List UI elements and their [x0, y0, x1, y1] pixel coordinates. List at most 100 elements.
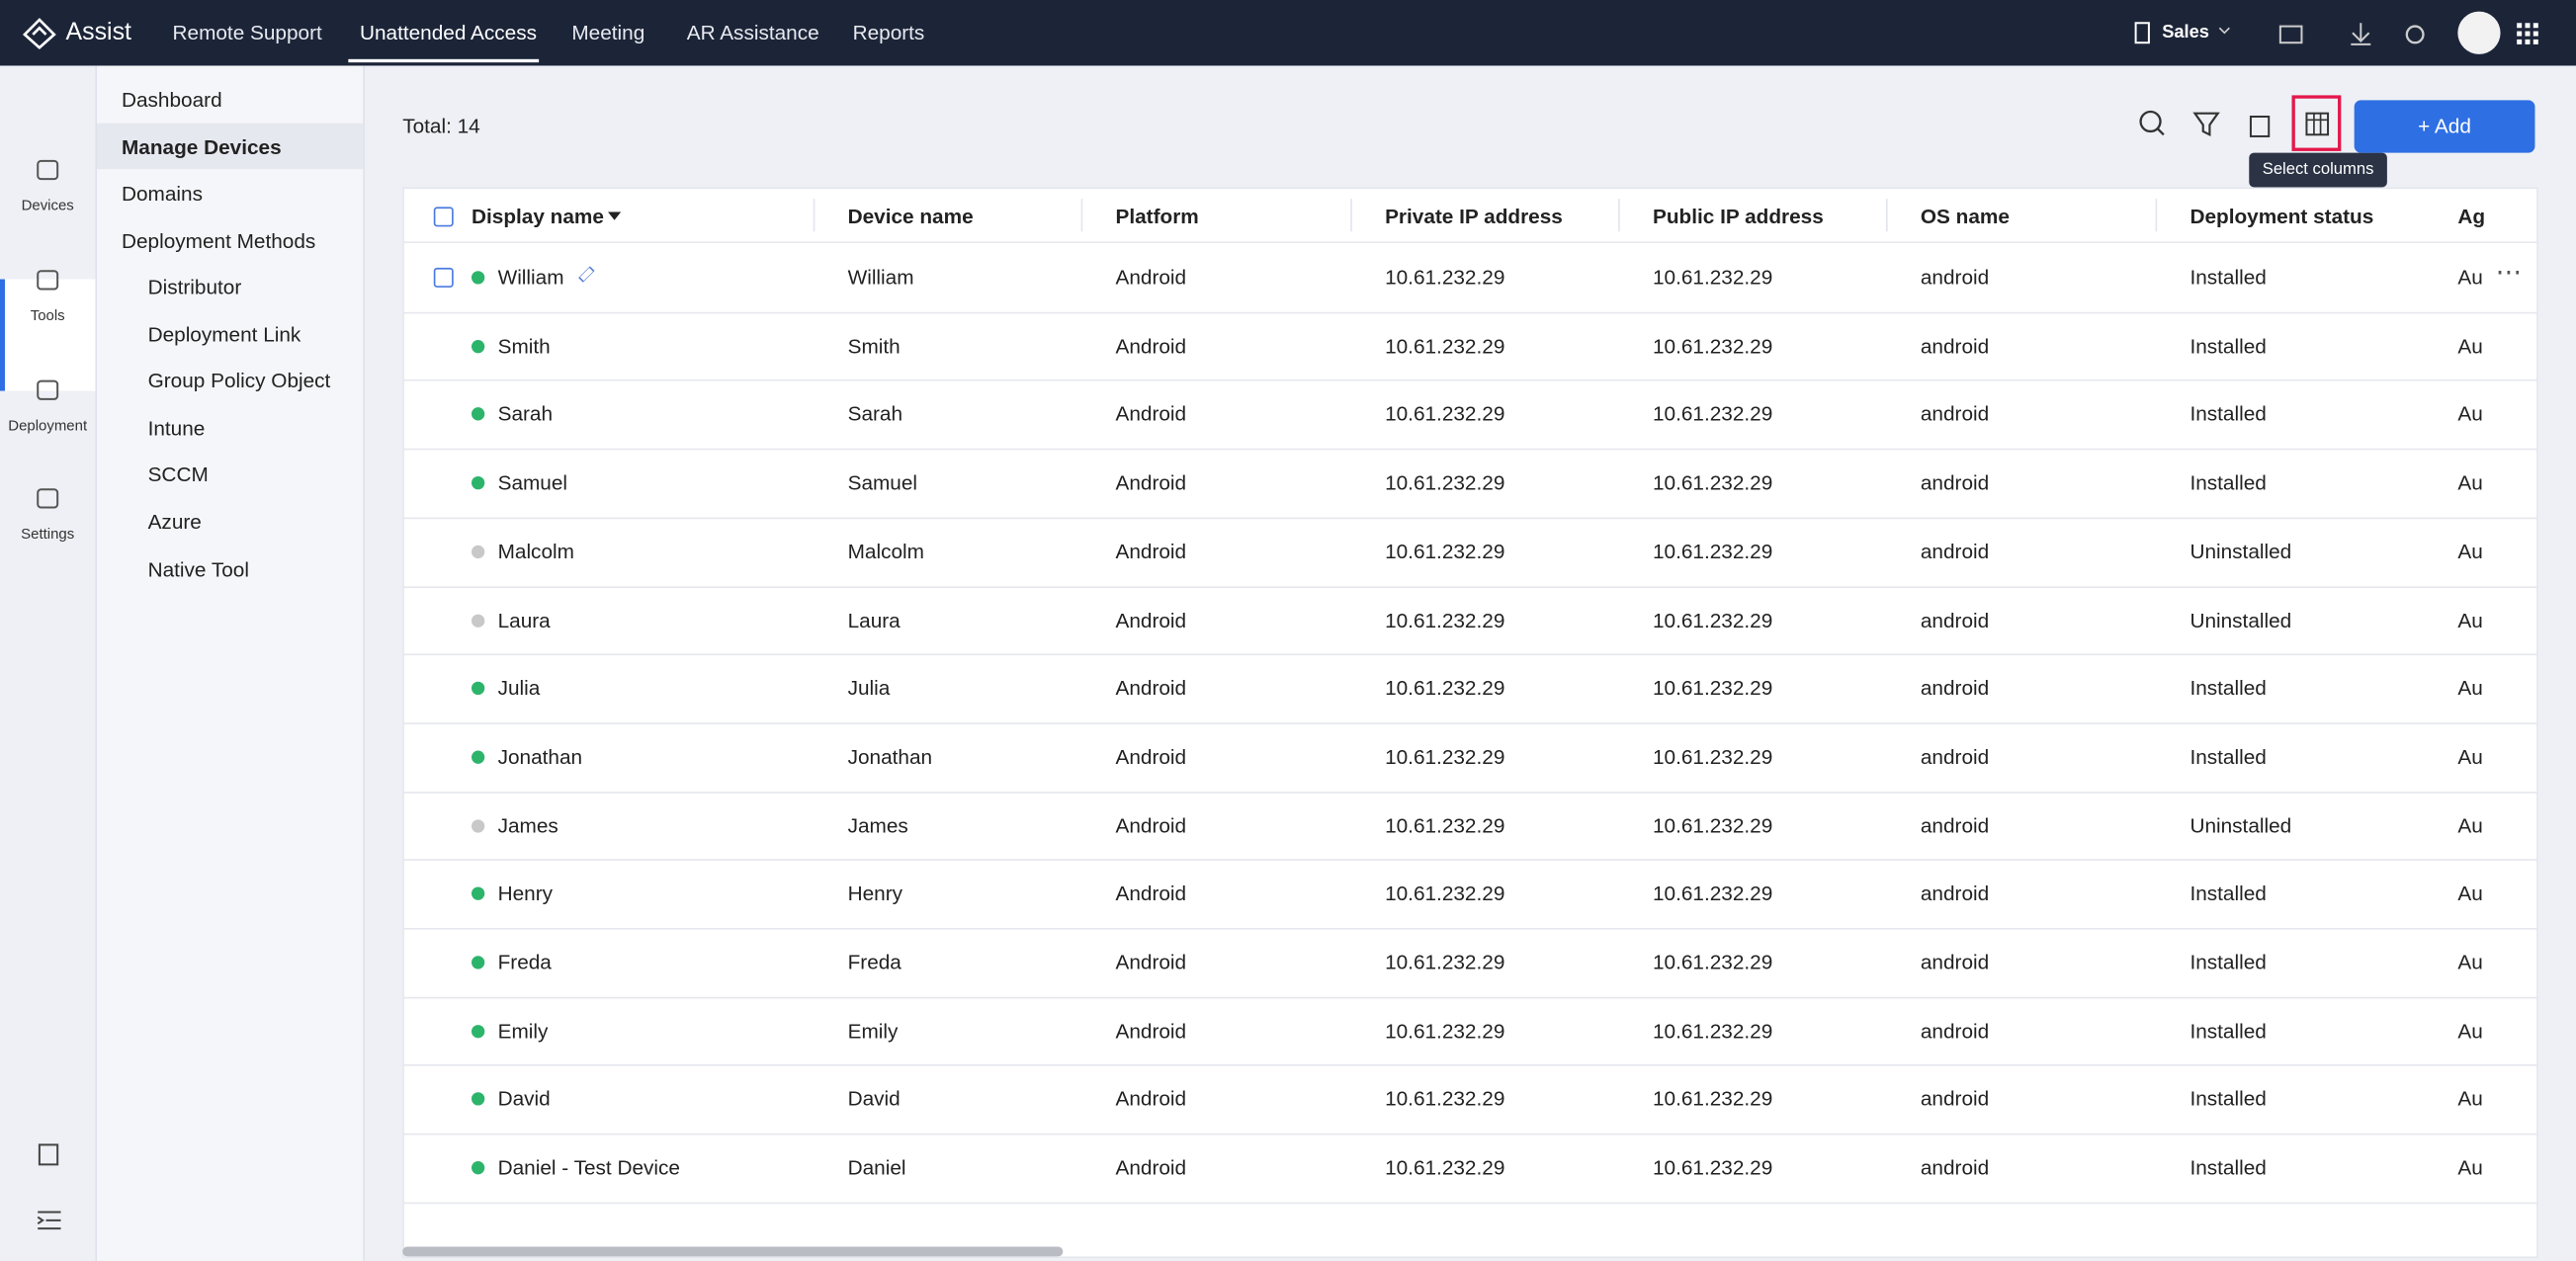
submenu-item[interactable]: Intune: [147, 416, 206, 441]
cell: Android: [1115, 882, 1187, 906]
sort-icon[interactable]: [607, 211, 622, 221]
row-line: [403, 311, 2537, 313]
menu-item[interactable]: Dashboard: [121, 88, 222, 113]
cell: Android: [1115, 608, 1187, 632]
nav-tab[interactable]: AR Assistance: [686, 21, 819, 44]
header-line: [403, 241, 2537, 243]
status-dot: [471, 1161, 485, 1175]
cell: 10.61.232.29: [1652, 402, 1773, 427]
cell: Malcolm: [497, 540, 574, 563]
cell: Jonathan: [497, 745, 583, 769]
cell: Au: [2457, 745, 2483, 769]
cell: 10.61.232.29: [1652, 882, 1773, 906]
cell: Henry: [497, 882, 554, 906]
collapse-icon[interactable]: [37, 1211, 63, 1230]
submenu-item[interactable]: Deployment Link: [147, 322, 301, 347]
toolbar-icons[interactable]: [2136, 109, 2350, 141]
cell: James: [847, 813, 908, 837]
cell: Android: [1115, 951, 1187, 974]
rail-label[interactable]: Devices: [21, 197, 74, 214]
cell: 10.61.232.29: [1385, 951, 1505, 974]
cell: Installed: [2190, 951, 2267, 974]
cell: Sarah: [847, 402, 903, 427]
column-header[interactable]: Display name: [471, 205, 604, 229]
cell: Au: [2457, 1087, 2483, 1112]
cell: Au: [2457, 402, 2483, 427]
table-row[interactable]: [403, 242, 2537, 311]
cell: Installed: [2190, 1019, 2267, 1043]
rail-active-bg: [4, 279, 96, 391]
cell: 10.61.232.29: [1385, 813, 1505, 837]
cell: 10.61.232.29: [1652, 1087, 1773, 1112]
active-tab-indicator: [348, 58, 540, 63]
rail-icon: [37, 159, 59, 181]
cell: Au: [2457, 1019, 2483, 1043]
cell: Julia: [497, 677, 541, 701]
rail-icon: [37, 379, 59, 400]
cell: 10.61.232.29: [1652, 540, 1773, 563]
cell: 10.61.232.29: [1385, 540, 1505, 563]
rail-label[interactable]: Settings: [21, 525, 75, 543]
rail-icon[interactable]: [37, 1141, 63, 1168]
cell: Installed: [2190, 677, 2267, 701]
nav-tab[interactable]: Unattended Access: [359, 21, 538, 44]
submenu-item[interactable]: Distributor: [147, 276, 242, 299]
menu-item[interactable]: Domains: [121, 182, 203, 206]
status-dot: [471, 886, 485, 901]
brand[interactable]: Assist: [65, 18, 131, 46]
column-header[interactable]: Ag: [2457, 205, 2486, 229]
submenu-item[interactable]: SCCM: [147, 463, 209, 487]
column-header[interactable]: Private IP address: [1385, 205, 1563, 229]
cell: android: [1920, 813, 1990, 837]
cell: 10.61.232.29: [1652, 471, 1773, 495]
nav-tab[interactable]: Meeting: [571, 21, 645, 44]
cell: android: [1920, 266, 1990, 290]
cell: android: [1920, 402, 1990, 427]
status-dot: [471, 613, 485, 628]
nav-tab[interactable]: Reports: [852, 21, 925, 44]
avatar[interactable]: [2457, 11, 2501, 54]
select-columns-icon[interactable]: [2305, 112, 2330, 136]
logo: [22, 18, 56, 49]
cell: Installed: [2190, 266, 2267, 290]
nav-tab[interactable]: Remote Support: [172, 21, 322, 44]
add-button[interactable]: + Add: [2354, 100, 2535, 153]
cell: Uninstalled: [2190, 608, 2292, 632]
top-icons[interactable]: [2277, 20, 2540, 49]
column-header[interactable]: Device name: [847, 205, 974, 229]
column-header[interactable]: Public IP address: [1652, 205, 1824, 229]
cell: Emily: [497, 1019, 549, 1043]
menu-active: [97, 123, 364, 170]
cell: Android: [1115, 1087, 1187, 1112]
column-header[interactable]: OS name: [1920, 205, 2010, 229]
header-checkbox[interactable]: [433, 207, 454, 227]
cell: Julia: [847, 677, 891, 701]
submenu-item[interactable]: Azure: [147, 510, 202, 535]
row-line: [403, 585, 2537, 588]
submenu-item[interactable]: Group Policy Object: [147, 370, 331, 393]
org-name[interactable]: Sales: [2162, 23, 2209, 43]
row-more[interactable]: ⋯: [2495, 259, 2524, 288]
cell: Samuel: [847, 471, 918, 495]
column-header[interactable]: Deployment status: [2190, 205, 2374, 229]
cell: Au: [2457, 540, 2483, 563]
menu-item[interactable]: Deployment Methods: [121, 229, 316, 253]
scrollbar[interactable]: [402, 1246, 1064, 1257]
rail-label[interactable]: Deployment: [8, 417, 88, 434]
column-header[interactable]: Platform: [1115, 205, 1199, 229]
cell: 10.61.232.29: [1652, 1156, 1773, 1180]
status-dot: [471, 1024, 485, 1038]
submenu-item[interactable]: Native Tool: [147, 557, 249, 581]
cell: Freda: [847, 951, 902, 974]
total-count: Total: 14: [402, 115, 480, 138]
cell: Uninstalled: [2190, 813, 2292, 837]
cell: Android: [1115, 1019, 1187, 1043]
row-checkbox[interactable]: [433, 267, 454, 288]
status-dot: [471, 956, 485, 969]
cell: Au: [2457, 471, 2483, 495]
cell: android: [1920, 745, 1990, 769]
menu-item[interactable]: Manage Devices: [121, 135, 282, 160]
cell: Installed: [2190, 402, 2267, 427]
rail-label[interactable]: Tools: [30, 306, 65, 324]
cell: Henry: [847, 882, 903, 906]
